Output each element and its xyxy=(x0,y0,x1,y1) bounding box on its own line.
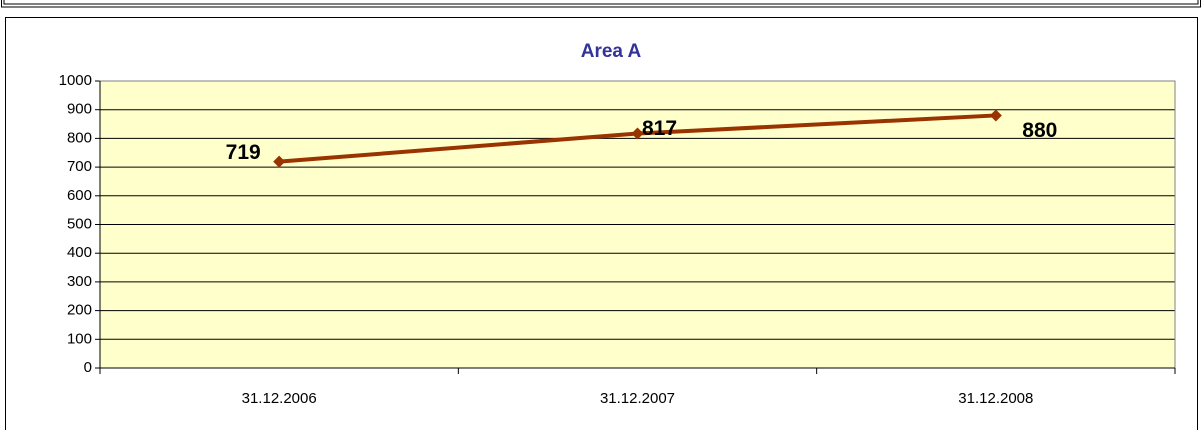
y-tick-label: 400 xyxy=(67,244,92,261)
y-tick-label: 300 xyxy=(67,273,92,290)
x-tick-label: 31.12.2006 xyxy=(242,390,317,407)
top-frame xyxy=(1,0,1201,8)
data-label: 719 xyxy=(226,141,261,164)
y-tick-label: 900 xyxy=(67,101,92,118)
chart-title: Area A xyxy=(581,41,642,62)
y-tick-label: 700 xyxy=(67,158,92,175)
y-tick-label: 0 xyxy=(84,359,92,376)
y-tick-label: 500 xyxy=(67,215,92,232)
y-tick-label: 600 xyxy=(67,187,92,204)
x-tick-label: 31.12.2008 xyxy=(958,390,1033,407)
marker xyxy=(631,127,644,140)
data-label: 880 xyxy=(1022,119,1057,142)
data-label: 817 xyxy=(642,117,677,140)
top-frame-inner xyxy=(3,0,1199,5)
marker xyxy=(273,155,286,168)
y-tick-label: 100 xyxy=(67,330,92,347)
y-tick-label: 1000 xyxy=(59,72,92,89)
y-tick-label: 800 xyxy=(67,129,92,146)
x-tick-label: 31.12.2007 xyxy=(600,390,675,407)
y-tick-label: 200 xyxy=(67,302,92,319)
marker xyxy=(989,109,1002,122)
